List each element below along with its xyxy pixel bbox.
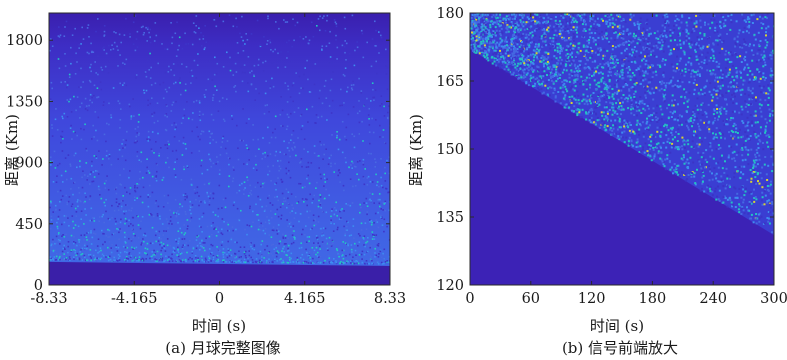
panel-a-xlabel: 时间 (s) xyxy=(192,317,246,335)
panel-b-ytick-label: 180 xyxy=(436,6,464,22)
panel-a-speckle xyxy=(49,14,390,265)
panel-a-xtick-label: -4.165 xyxy=(111,291,157,307)
panel-b-ytick-label: 165 xyxy=(436,74,464,90)
panel-a: -8.33 -4.165 0 4.165 8.33 0 450 900 1350 1800 时间 … xyxy=(3,12,406,357)
panel-a-ylabel: 距离 (Km) xyxy=(3,114,21,186)
panel-b-xtick-label: 180 xyxy=(639,291,667,307)
panel-a-lunar-edge xyxy=(49,261,390,285)
panel-b: 0 60 120 180 240 300 120 135 150 165 180 时间 (s) 距离… xyxy=(407,6,787,357)
panel-b-echo-region xyxy=(470,13,774,236)
panel-a-ticks: -8.33 -4.165 0 4.165 8.33 0 450 900 1350 1800 xyxy=(6,13,406,307)
panel-a-ytick-label: 900 xyxy=(15,156,43,172)
panel-b-xtick-label: 240 xyxy=(699,291,727,307)
panel-a-ytick-label: 0 xyxy=(34,278,43,294)
panel-b-xtick-label: 60 xyxy=(522,291,540,307)
panel-b-ytick-label: 120 xyxy=(436,278,464,294)
panel-b-xtick-label: 300 xyxy=(760,291,787,307)
panel-a-xtick-label: 0 xyxy=(215,291,224,307)
panel-b-xlabel: 时间 (s) xyxy=(590,317,644,335)
panel-b-xtick-label: 0 xyxy=(465,291,474,307)
panel-b-ylabel: 距离 (Km) xyxy=(407,114,425,186)
panel-a-xtick-label: -8.33 xyxy=(30,291,67,307)
panel-b-speckle xyxy=(470,13,774,234)
panel-a-plot-area xyxy=(49,13,390,285)
panel-b-xtick-label: 120 xyxy=(578,291,606,307)
panel-b-ytick-label: 150 xyxy=(436,142,464,158)
panel-b-ticks: 0 60 120 180 240 300 120 135 150 165 180 xyxy=(436,6,787,307)
panel-a-ytick-label: 1800 xyxy=(6,33,43,49)
panel-a-caption: (a) 月球完整图像 xyxy=(165,339,280,357)
panel-a-ytick-label: 450 xyxy=(15,217,43,233)
panel-a-xtick-label: 8.33 xyxy=(374,291,406,307)
panel-b-ytick-label: 135 xyxy=(436,210,464,226)
panel-a-xtick-label: 4.165 xyxy=(284,291,326,307)
panel-a-ytick-label: 1350 xyxy=(6,94,43,110)
panel-b-caption: (b) 信号前端放大 xyxy=(562,339,678,357)
